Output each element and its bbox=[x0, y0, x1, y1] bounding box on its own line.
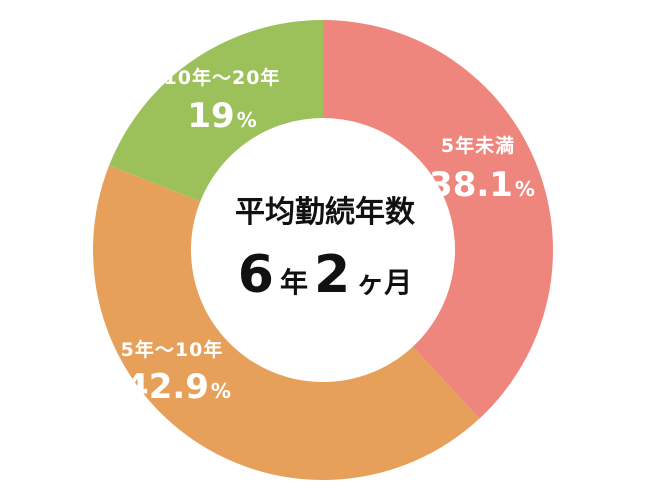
center-month-unit: ヶ月 bbox=[356, 266, 412, 299]
slice-value-label-2: 19% bbox=[187, 96, 256, 136]
slice-value-number-1: 42.9 bbox=[125, 367, 209, 407]
slice-value-number-0: 38.1 bbox=[429, 165, 513, 205]
donut-slices bbox=[92, 20, 553, 481]
slice-value-label-0: 38.1% bbox=[429, 165, 535, 205]
center-title: 平均勤続年数 bbox=[235, 195, 416, 230]
center-year-unit: 年 bbox=[280, 266, 308, 299]
slice-name-label-1: 5年～10年 bbox=[121, 338, 224, 361]
slice-name-label-2: 10年～20年 bbox=[164, 66, 281, 89]
center-months: 2 bbox=[314, 245, 350, 305]
donut-slice-2 bbox=[109, 20, 324, 202]
slice-labels: 5年未満 38.1 % 5年～10年 42.9 % 10年～20年 19% bbox=[121, 66, 535, 407]
slice-name-label-0: 5年未満 bbox=[441, 134, 515, 157]
center-label: 平均勤続年数 6 年 2 ヶ月 bbox=[235, 195, 416, 305]
center-years: 6 bbox=[238, 245, 274, 305]
center-duration: 6 年 2 ヶ月 bbox=[238, 245, 412, 305]
slice-value-unit-0: % bbox=[515, 177, 535, 201]
slice-value-label-1: 42.9% bbox=[125, 367, 231, 407]
slice-value-unit-1: % bbox=[211, 379, 231, 403]
slice-value-number-2: 19 bbox=[187, 96, 234, 136]
donut-slice-0 bbox=[323, 20, 553, 419]
slice-value-unit-2: % bbox=[237, 108, 257, 132]
donut-slice-1 bbox=[92, 165, 480, 481]
